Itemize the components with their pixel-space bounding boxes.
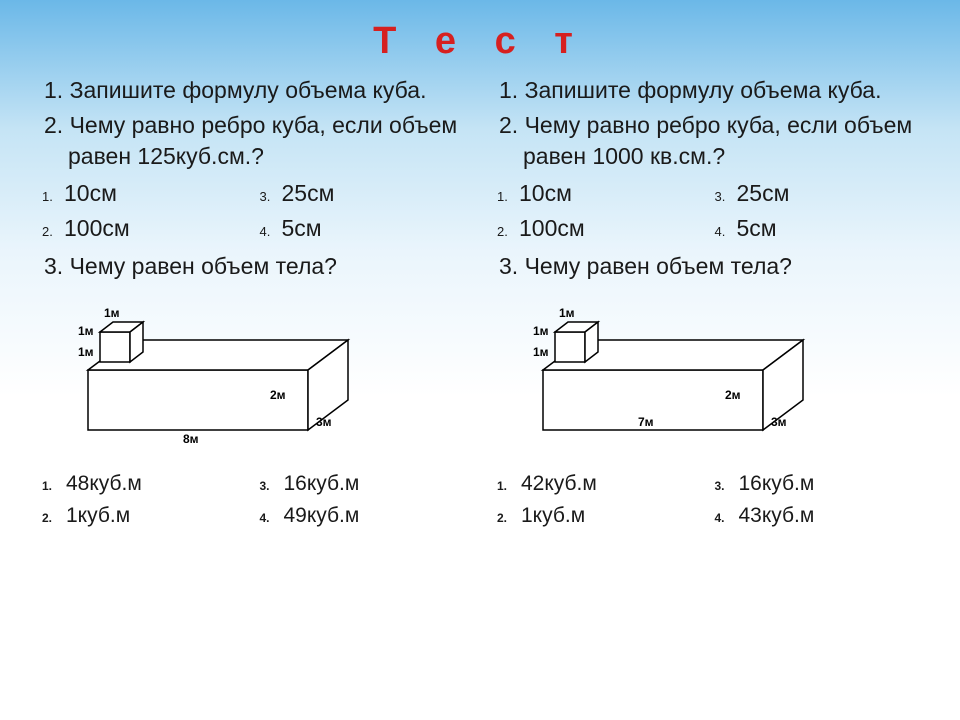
left-box-h: 2м bbox=[270, 388, 286, 402]
right-q3-options: 1.42куб.м 3.16куб.м 2.1куб.м 4.43куб.м bbox=[483, 472, 932, 528]
opt-text: 1куб.м bbox=[521, 504, 585, 528]
left-q2-opt3: 3.25см bbox=[260, 176, 478, 211]
left-q3-options: 1.48куб.м 3.16куб.м 2.1куб.м 4.49куб.м bbox=[28, 472, 477, 528]
left-cube-d: 1м bbox=[104, 306, 120, 320]
right-cube-h: 1м bbox=[533, 345, 549, 359]
opt-text: 16куб.м bbox=[739, 472, 815, 496]
left-q3-opt3: 3.16куб.м bbox=[260, 472, 478, 496]
opt-text: 5см bbox=[282, 211, 322, 246]
right-box-w: 7м bbox=[638, 415, 654, 429]
left-q2-opt2: 2.100см bbox=[42, 211, 260, 246]
opt-text: 25см bbox=[737, 176, 790, 211]
right-cube-w: 1м bbox=[533, 324, 549, 338]
left-q2-opt1: 1.10см bbox=[42, 176, 260, 211]
left-q3-opt4: 4.49куб.м bbox=[260, 504, 478, 528]
opt-text: 43куб.м bbox=[739, 504, 815, 528]
right-q3: 3. Чему равен объем тела? bbox=[483, 251, 932, 282]
right-q3-opt4: 4.43куб.м bbox=[715, 504, 933, 528]
slide: Т е с т 1. Запишите формулу объема куба.… bbox=[0, 0, 960, 720]
right-q3-opt3: 3.16куб.м bbox=[715, 472, 933, 496]
left-box-w: 8м bbox=[183, 432, 199, 446]
right-q3-opt2: 2.1куб.м bbox=[497, 504, 715, 528]
left-q1: 1. Запишите формулу объема куба. bbox=[28, 75, 477, 106]
left-q3-opt2: 2.1куб.м bbox=[42, 504, 260, 528]
opt-text: 49куб.м bbox=[284, 504, 360, 528]
left-box-d: 3м bbox=[316, 415, 332, 429]
opt-text: 48куб.м bbox=[66, 472, 142, 496]
opt-text: 42куб.м bbox=[521, 472, 597, 496]
opt-text: 10см bbox=[519, 176, 572, 211]
right-q2: 2. Чему равно ребро куба, если объем рав… bbox=[483, 110, 932, 172]
right-q1: 1. Запишите формулу объема куба. bbox=[483, 75, 932, 106]
left-q2-opt4: 4.5см bbox=[260, 211, 478, 246]
right-column: 1. Запишите формулу объема куба. 2. Чему… bbox=[483, 75, 932, 528]
left-figure: 1м 1м 1м 2м 3м 8м bbox=[28, 300, 477, 460]
left-column: 1. Запишите формулу объема куба. 2. Чему… bbox=[28, 75, 477, 528]
opt-text: 100см bbox=[519, 211, 585, 246]
opt-text: 5см bbox=[737, 211, 777, 246]
opt-text: 10см bbox=[64, 176, 117, 211]
opt-text: 16куб.м bbox=[284, 472, 360, 496]
opt-text: 25см bbox=[282, 176, 335, 211]
right-q2-opt2: 2.100см bbox=[497, 211, 715, 246]
right-figure: 1м 1м 1м 2м 3м 7м bbox=[483, 300, 932, 460]
left-q3-opt1: 1.48куб.м bbox=[42, 472, 260, 496]
right-q2-opt1: 1.10см bbox=[497, 176, 715, 211]
left-q3: 3. Чему равен объем тела? bbox=[28, 251, 477, 282]
right-q2-options: 1.10см 3.25см 2.100см 4.5см bbox=[483, 176, 932, 245]
right-q2-opt4: 4.5см bbox=[715, 211, 933, 246]
left-cube-w: 1м bbox=[78, 324, 94, 338]
left-cube-h: 1м bbox=[78, 345, 94, 359]
right-box-h: 2м bbox=[725, 388, 741, 402]
opt-text: 100см bbox=[64, 211, 130, 246]
right-q2-opt3: 3.25см bbox=[715, 176, 933, 211]
right-q3-opt1: 1.42куб.м bbox=[497, 472, 715, 496]
opt-text: 1куб.м bbox=[66, 504, 130, 528]
left-q2: 2. Чему равно ребро куба, если объем рав… bbox=[28, 110, 477, 172]
columns: 1. Запишите формулу объема куба. 2. Чему… bbox=[28, 75, 932, 528]
right-cube-d: 1м bbox=[559, 306, 575, 320]
slide-title: Т е с т bbox=[28, 20, 932, 63]
left-q2-options: 1.10см 3.25см 2.100см 4.5см bbox=[28, 176, 477, 245]
right-box-d: 3м bbox=[771, 415, 787, 429]
